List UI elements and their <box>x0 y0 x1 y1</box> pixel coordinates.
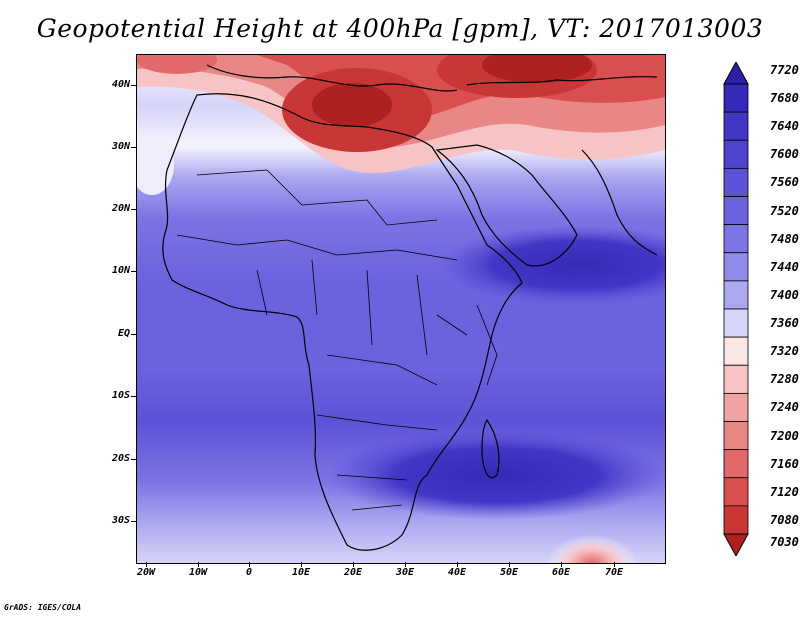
map-panel <box>136 54 666 564</box>
colorbar-label: 7680 <box>770 91 799 106</box>
colorbar-label: 7280 <box>770 372 799 387</box>
lon-label-10e: 10E <box>291 567 311 578</box>
lat-label-eq: EQ <box>117 328 130 339</box>
lat-label-20n: 20N <box>111 203 130 214</box>
lon-label-50e: 50E <box>499 567 519 578</box>
coastline-outline <box>162 64 658 551</box>
colorbar-label: 7160 <box>770 456 799 471</box>
colorbar-swatch <box>723 308 749 338</box>
colorbar <box>723 62 749 556</box>
credit-text: GrADS: IGES/COLA <box>4 603 82 612</box>
colorbar-label: 7400 <box>770 287 799 302</box>
colorbar-swatch <box>723 449 749 479</box>
lon-label-0: 0 <box>245 567 253 578</box>
lon-label-20w: 20W <box>136 567 156 578</box>
colorbar-swatch <box>723 167 749 197</box>
lat-label-30n: 30N <box>111 141 130 152</box>
lon-label-30e: 30E <box>395 567 415 578</box>
colorbar-swatch <box>723 421 749 451</box>
lat-label-20s: 20S <box>111 453 130 464</box>
colorbar-label: 7560 <box>770 175 799 190</box>
colorbar-swatch <box>723 139 749 169</box>
colorbar-label: 7440 <box>770 259 799 274</box>
colorbar-label: 7030 <box>770 535 799 549</box>
lon-label-70e: 70E <box>604 567 624 578</box>
colorbar-label: 7640 <box>770 119 799 134</box>
colorbar-label: 7600 <box>770 147 799 162</box>
map-title: Geopotential Height at 400hPa [gpm], VT:… <box>36 14 764 43</box>
colorbar-swatch <box>723 252 749 282</box>
colorbar-swatch <box>723 83 749 113</box>
colorbar-swatch <box>723 62 749 85</box>
colorbar-label: 7720 <box>770 63 799 77</box>
colorbar-label: 7520 <box>770 203 799 218</box>
colorbar-label: 7120 <box>770 484 799 499</box>
lon-label-20e: 20E <box>343 567 363 578</box>
colorbar-swatch <box>723 196 749 226</box>
colorbar-swatch <box>723 505 749 535</box>
colorbar-label: 7480 <box>770 231 799 246</box>
colorbar-swatch <box>723 533 749 556</box>
colorbar-swatch <box>723 364 749 394</box>
lat-label-30s: 30S <box>111 515 130 526</box>
colorbar-label: 7200 <box>770 428 799 443</box>
colorbar-swatch <box>723 280 749 310</box>
colorbar-label: 7240 <box>770 400 799 415</box>
height-field-map <box>137 55 665 563</box>
colorbar-swatch <box>723 224 749 254</box>
lon-label-40e: 40E <box>447 567 467 578</box>
colorbar-swatch <box>723 336 749 366</box>
colorbar-swatch <box>723 392 749 422</box>
colorbar-label: 7360 <box>770 316 799 331</box>
colorbar-swatch <box>723 111 749 141</box>
lon-label-10w: 10W <box>188 567 208 578</box>
colorbar-label: 7080 <box>770 512 799 527</box>
colorbar-label: 7320 <box>770 344 799 359</box>
lat-label-40n: 40N <box>111 79 130 90</box>
lat-label-10s: 10S <box>111 390 130 401</box>
lon-label-60e: 60E <box>551 567 571 578</box>
lat-label-10n: 10N <box>111 265 130 276</box>
colorbar-swatch <box>723 477 749 507</box>
